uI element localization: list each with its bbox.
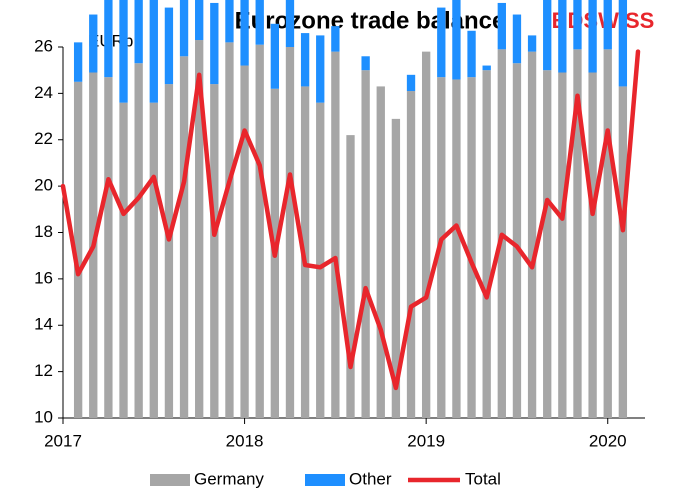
bar [134, 63, 143, 418]
bar [73, 81, 83, 418]
legend-label: Other [349, 469, 392, 488]
legend-swatch [305, 474, 345, 486]
legend-swatch [150, 474, 190, 486]
bar [164, 84, 174, 418]
bar [482, 65, 491, 71]
x-tick-label: 2017 [44, 431, 82, 450]
bar [421, 51, 431, 418]
x-tick-label: 2020 [589, 431, 627, 450]
bar [316, 35, 325, 103]
bar [179, 0, 189, 57]
bar [119, 0, 128, 103]
bar [346, 135, 355, 419]
bar [240, 65, 249, 419]
bar [543, 0, 552, 71]
bar [149, 0, 158, 103]
bar [255, 44, 264, 419]
bar [195, 40, 204, 418]
logo: BDSWISS [552, 8, 655, 33]
bar [149, 102, 158, 419]
bar [331, 26, 340, 52]
y-tick-label: 16 [34, 268, 53, 287]
unit-label: EURbn [88, 31, 143, 50]
bar [497, 2, 506, 50]
bar [195, 0, 204, 41]
bar [527, 51, 537, 418]
bar [482, 70, 491, 418]
y-tick-label: 22 [34, 129, 53, 148]
bar [361, 70, 370, 418]
bar [452, 0, 461, 80]
bar [467, 30, 476, 78]
bar [573, 0, 582, 50]
bar [618, 86, 628, 418]
bar [512, 14, 522, 64]
bar [527, 35, 537, 52]
bar [255, 0, 264, 45]
bar [558, 72, 567, 418]
y-tick-label: 18 [34, 222, 53, 241]
legend-label: Germany [194, 469, 264, 488]
x-tick-label: 2019 [407, 431, 445, 450]
bar [361, 56, 370, 71]
y-tick-label: 20 [34, 176, 53, 195]
bar [179, 56, 189, 419]
bar [603, 0, 612, 50]
x-tick-label: 2018 [226, 431, 264, 450]
y-tick-label: 14 [34, 315, 53, 334]
bar [543, 70, 552, 418]
bar [603, 49, 612, 418]
bar [225, 42, 234, 419]
bar [285, 0, 295, 47]
bar [285, 47, 295, 418]
bar [300, 33, 310, 87]
bar [73, 42, 83, 82]
bar [391, 118, 401, 418]
legend-label: Total [465, 469, 501, 488]
y-tick-label: 24 [34, 83, 53, 102]
bar [316, 102, 325, 419]
bar [240, 0, 249, 66]
bar [210, 84, 219, 418]
bar [225, 0, 234, 43]
bar [164, 7, 174, 85]
y-tick-label: 26 [34, 36, 53, 55]
y-tick-label: 12 [34, 361, 53, 380]
bar [573, 49, 582, 418]
line [60, 49, 641, 391]
bar [406, 91, 416, 419]
bar [210, 2, 219, 85]
bar [618, 0, 628, 87]
bar [134, 0, 143, 64]
bar [89, 14, 98, 73]
bar [437, 7, 446, 78]
bar [376, 86, 385, 418]
bar [331, 51, 340, 418]
bar [588, 72, 597, 418]
y-tick-label: 10 [34, 407, 53, 426]
bar [270, 23, 280, 89]
bar [104, 77, 113, 419]
bar [588, 0, 597, 73]
bar [512, 63, 522, 418]
bar [119, 102, 128, 419]
bar [406, 74, 416, 92]
bar [452, 79, 461, 419]
bar [558, 0, 567, 73]
bar [104, 0, 113, 78]
bar [467, 77, 476, 419]
